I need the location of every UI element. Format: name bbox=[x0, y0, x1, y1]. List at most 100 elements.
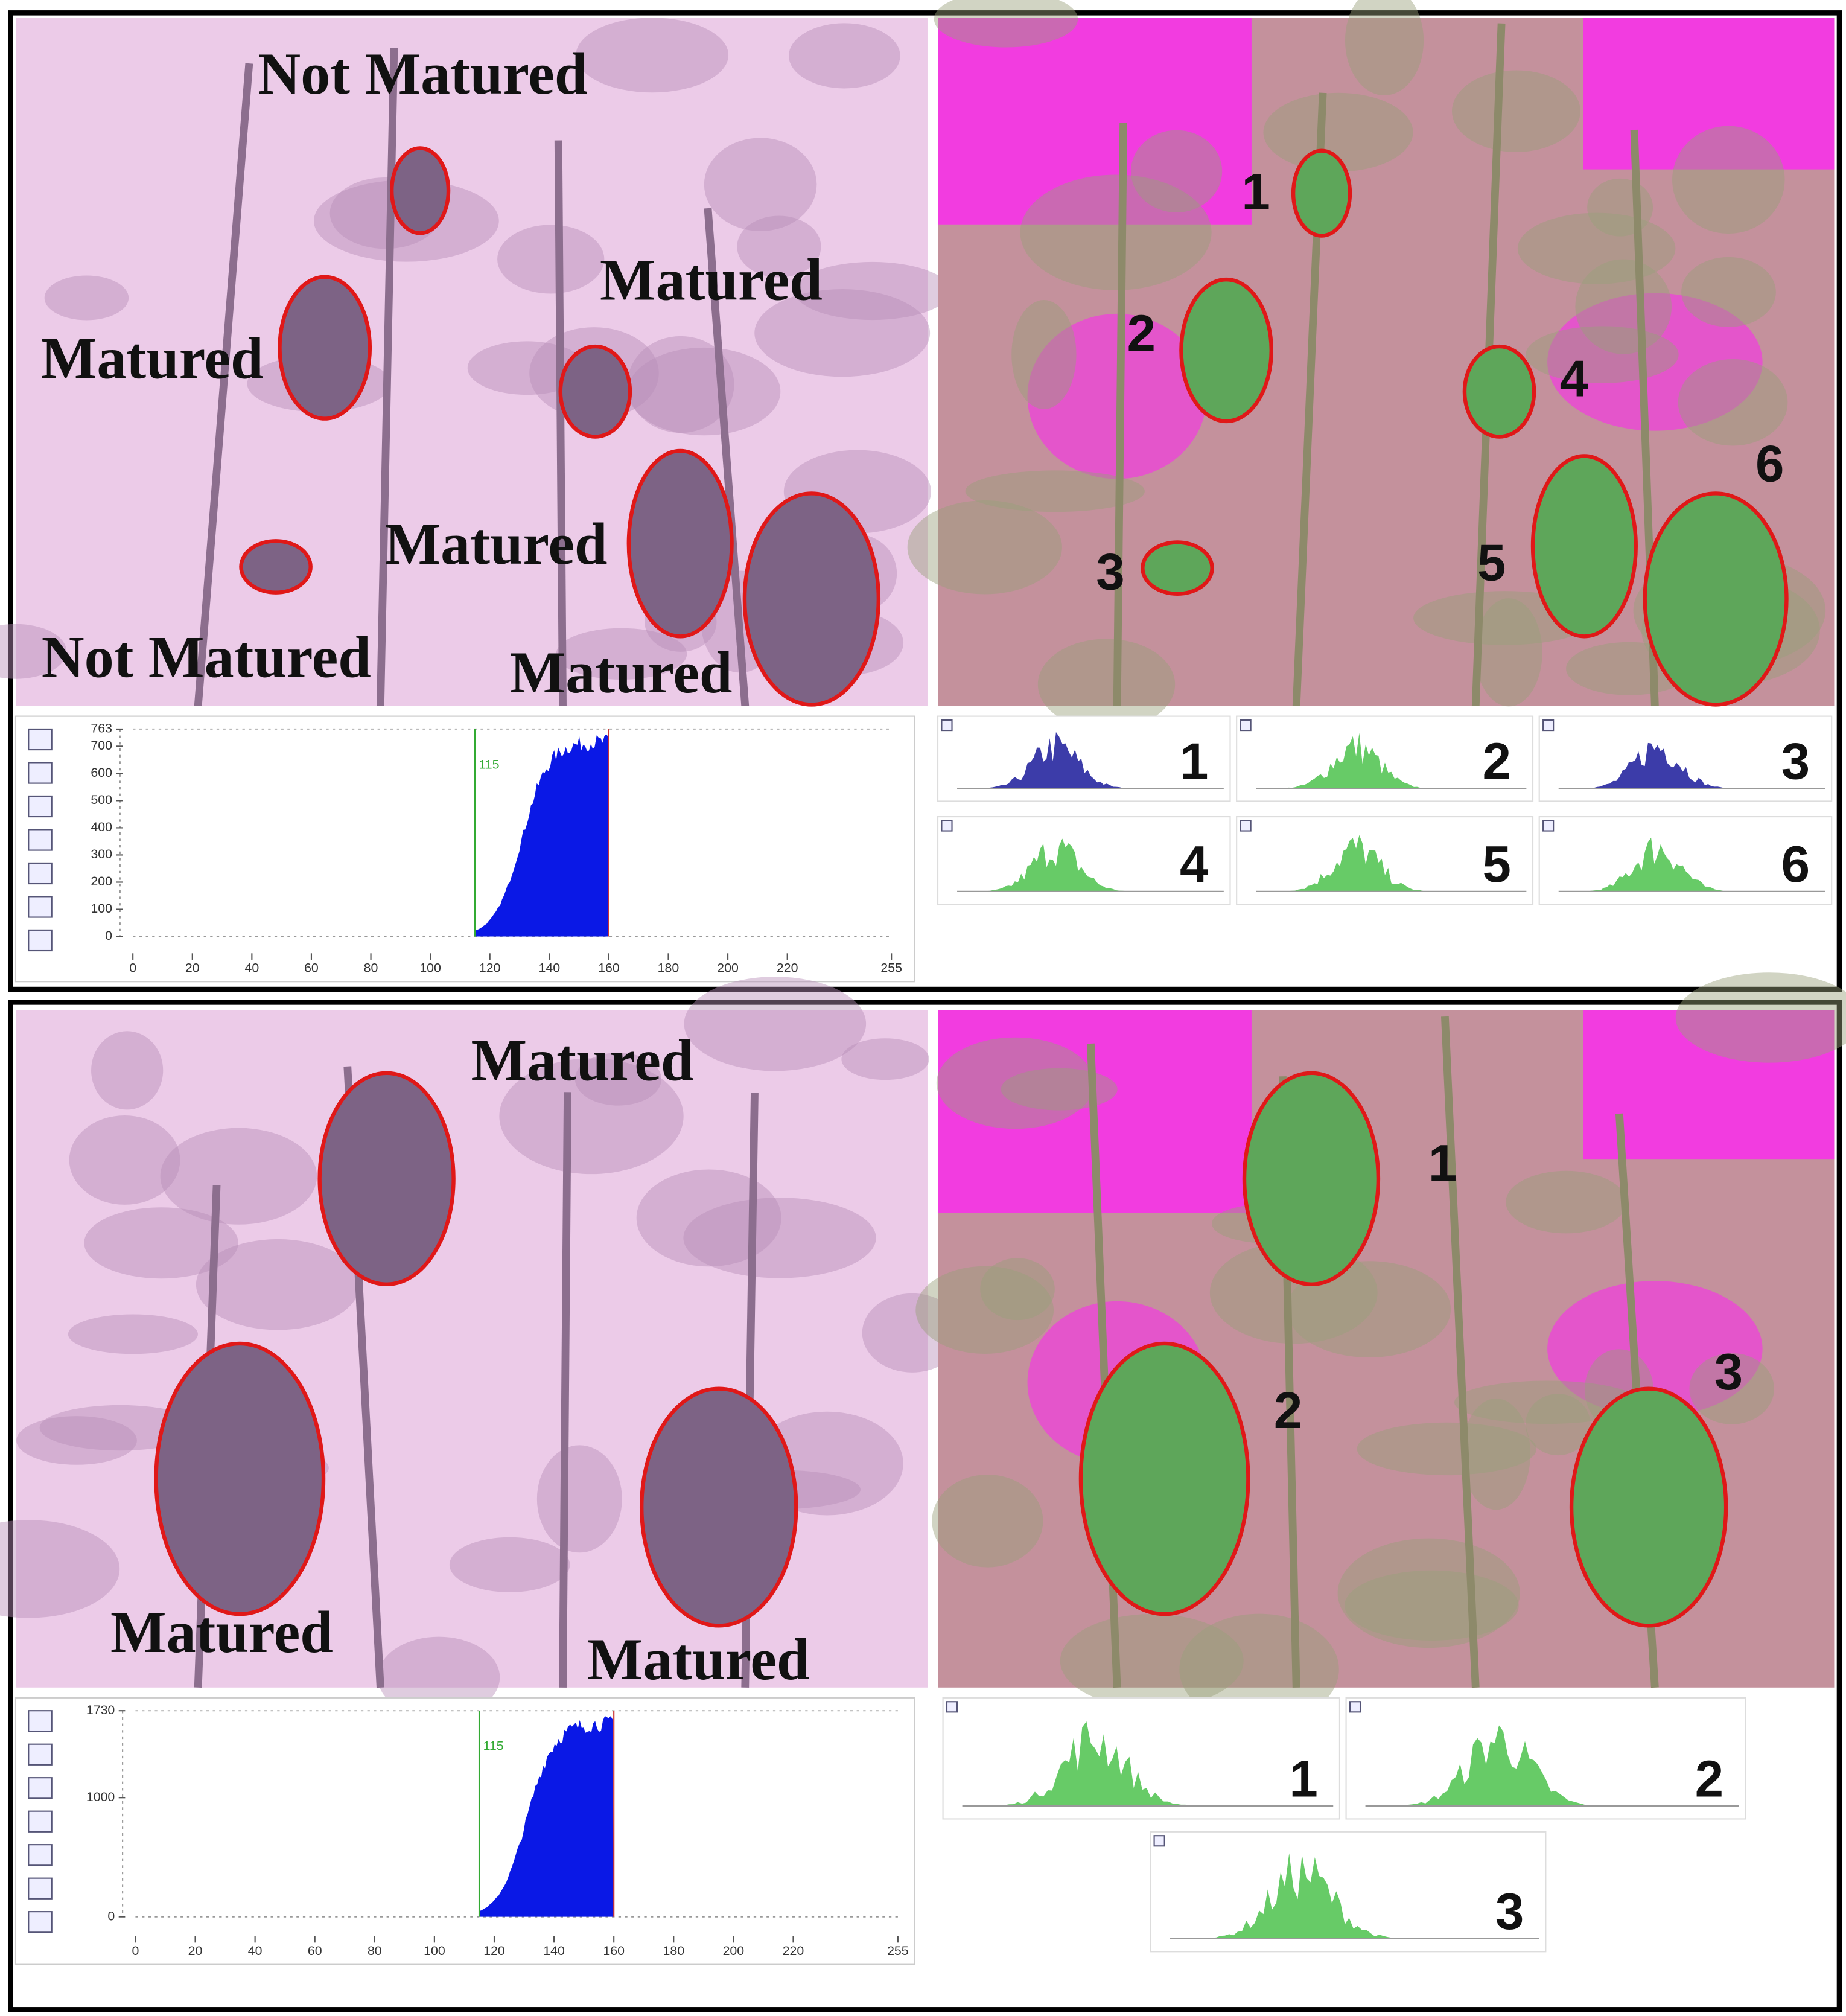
pepper-outline bbox=[317, 1071, 456, 1286]
x-tick-label: 180 bbox=[658, 961, 680, 975]
leaf bbox=[684, 977, 867, 1071]
leaf bbox=[1681, 257, 1776, 327]
x-tick-label: 80 bbox=[368, 1944, 382, 1958]
region-number: 3 bbox=[1096, 544, 1124, 601]
leaf bbox=[1462, 1398, 1530, 1510]
leaf bbox=[1517, 212, 1676, 284]
pepper-outline bbox=[639, 1386, 798, 1628]
toolbar-icon bbox=[28, 1844, 53, 1866]
leaf bbox=[841, 1038, 929, 1080]
leaf bbox=[1287, 1261, 1451, 1358]
region-histogram-number: 6 bbox=[1781, 836, 1810, 893]
toolbar-icon bbox=[28, 829, 53, 851]
x-tick-label: 140 bbox=[543, 1944, 565, 1958]
stem bbox=[1113, 123, 1128, 706]
maturity-label: Not Matured bbox=[258, 42, 587, 107]
x-tick-label: 100 bbox=[424, 1944, 445, 1958]
x-tick-label: 40 bbox=[244, 961, 259, 975]
leaf bbox=[1263, 92, 1413, 172]
leaf bbox=[497, 225, 605, 294]
leaf bbox=[84, 1207, 238, 1279]
leaf bbox=[1575, 259, 1672, 354]
region-histogram-body bbox=[1259, 733, 1453, 789]
leaf bbox=[907, 500, 1062, 595]
leaf bbox=[1060, 1614, 1244, 1708]
x-tick-label: 20 bbox=[188, 1944, 203, 1958]
toolbar-icon bbox=[28, 1743, 53, 1766]
x-tick-label: 20 bbox=[185, 961, 200, 975]
toolbar-icon bbox=[1542, 820, 1555, 832]
region-histogram-number: 4 bbox=[1180, 836, 1209, 893]
leaf bbox=[704, 138, 817, 232]
x-tick-label: 100 bbox=[419, 961, 441, 975]
maturity-label: Matured bbox=[587, 1627, 810, 1692]
toolbar-icon bbox=[28, 1777, 53, 1799]
leaf bbox=[1337, 1538, 1520, 1648]
region-histogram-number: 2 bbox=[1483, 733, 1511, 790]
leaf bbox=[1678, 359, 1788, 446]
x-tick-label: 140 bbox=[539, 961, 561, 975]
region-histogram-body bbox=[1369, 1725, 1629, 1807]
region-histogram-body bbox=[1259, 835, 1453, 892]
x-tick-label: 220 bbox=[783, 1944, 804, 1958]
toolbar-icon bbox=[28, 728, 53, 751]
leaf bbox=[789, 23, 900, 89]
leaf bbox=[1675, 972, 1846, 1063]
leaf bbox=[862, 1293, 963, 1373]
region-number: 6 bbox=[1755, 435, 1784, 493]
y-tick-label: 500 bbox=[91, 793, 112, 807]
region-histogram-number: 1 bbox=[1180, 733, 1208, 790]
toolbar-icon bbox=[28, 1710, 53, 1732]
leaf bbox=[1357, 1422, 1537, 1476]
y-tick-label: 0 bbox=[107, 1909, 115, 1923]
region-histogram-number: 3 bbox=[1495, 1883, 1524, 1941]
leaf bbox=[556, 628, 687, 680]
x-tick-label: 180 bbox=[663, 1944, 684, 1958]
leaf bbox=[1011, 299, 1077, 409]
region-histogram-number: 1 bbox=[1289, 1750, 1317, 1808]
y-tick-label: 400 bbox=[91, 820, 112, 834]
toolbar-icon bbox=[1240, 719, 1252, 732]
x-tick-label: 120 bbox=[479, 961, 501, 975]
region-histogram-body bbox=[961, 838, 1151, 892]
x-tick-label: 60 bbox=[304, 961, 319, 975]
leaf bbox=[1020, 174, 1212, 290]
pepper-outline bbox=[1179, 277, 1273, 424]
leaf bbox=[683, 1198, 876, 1278]
maturity-label: Not Matured bbox=[42, 625, 371, 691]
toolbar-icon bbox=[28, 1877, 53, 1900]
region-number: 4 bbox=[1560, 350, 1589, 407]
leaf bbox=[932, 1475, 1043, 1568]
toolbar-icon bbox=[28, 896, 53, 918]
leaf bbox=[980, 1258, 1055, 1321]
toolbar-icon bbox=[1542, 719, 1555, 732]
leaf bbox=[1689, 1353, 1774, 1424]
pepper-outline bbox=[1643, 491, 1789, 707]
region-number: 3 bbox=[1714, 1344, 1743, 1401]
leaf bbox=[1506, 1170, 1627, 1234]
leaf bbox=[1452, 70, 1580, 152]
pepper-outline bbox=[1242, 1071, 1381, 1286]
region-number: 1 bbox=[1241, 164, 1270, 221]
x-tick-label: 220 bbox=[777, 961, 798, 975]
sky-patch bbox=[938, 18, 1252, 225]
pepper-outline bbox=[239, 539, 313, 595]
toolbar-icon bbox=[28, 795, 53, 818]
maturity-label: Matured bbox=[41, 327, 264, 392]
leaf bbox=[16, 1416, 137, 1465]
x-tick-label: 160 bbox=[603, 1944, 625, 1958]
x-tick-label: 80 bbox=[364, 961, 378, 975]
x-tick-label: 120 bbox=[483, 1944, 505, 1958]
leaf bbox=[576, 18, 729, 93]
toolbar-icon bbox=[28, 862, 53, 885]
leaf bbox=[68, 1314, 198, 1354]
x-tick-label: 0 bbox=[132, 1944, 139, 1958]
maturity-label: Matured bbox=[385, 512, 608, 577]
leaf bbox=[915, 1266, 1054, 1354]
stem bbox=[194, 63, 253, 707]
pepper-outline bbox=[742, 491, 881, 707]
pepper-outline bbox=[1141, 540, 1214, 596]
leaf bbox=[1454, 1380, 1640, 1424]
region-histogram-body bbox=[1562, 837, 1753, 892]
